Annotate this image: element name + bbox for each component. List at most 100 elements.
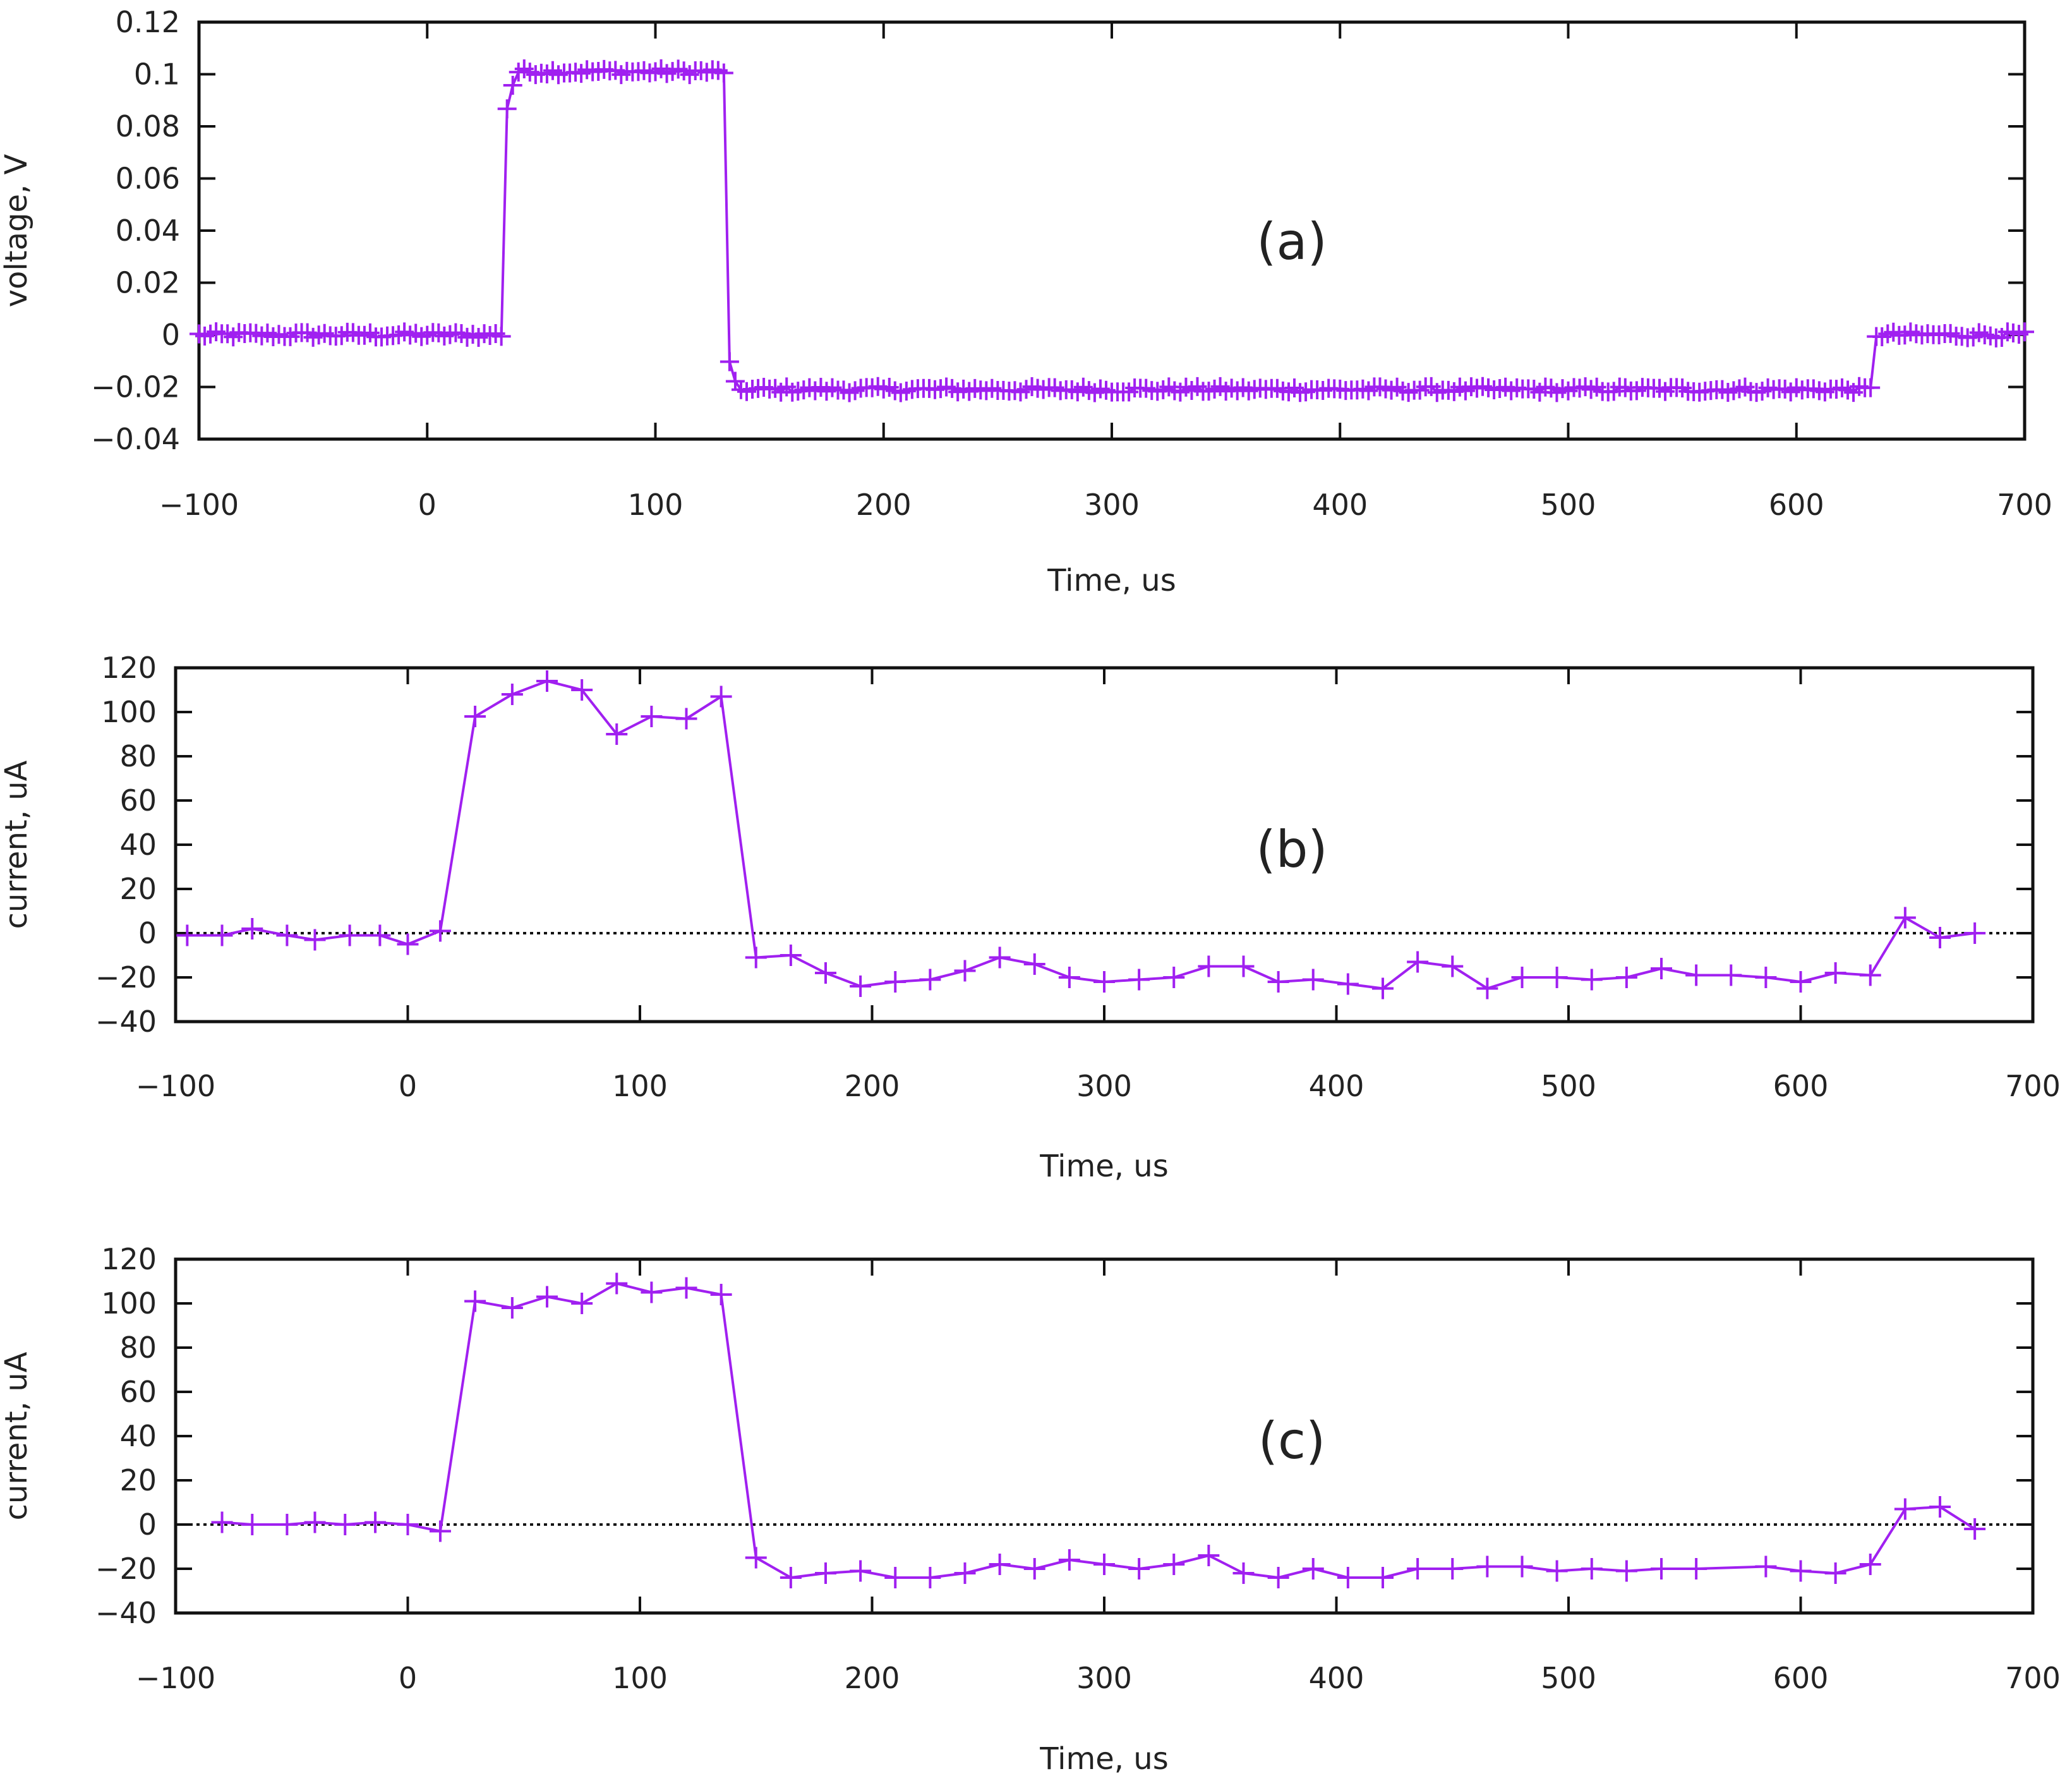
- data-point: [1407, 951, 1429, 973]
- data-point: [491, 327, 511, 346]
- x-tick-label: 600: [1773, 1069, 1829, 1103]
- data-point: [1023, 1558, 1045, 1580]
- data-point: [720, 352, 739, 371]
- x-axis-title: Time, us: [1039, 1741, 1168, 1777]
- data-point: [1894, 907, 1916, 929]
- data-point: [1581, 969, 1603, 991]
- data-point: [850, 1560, 872, 1582]
- data-point: [1337, 1567, 1359, 1588]
- data-point: [815, 1562, 836, 1584]
- data-point: [501, 1297, 523, 1319]
- x-tick-label: 600: [1773, 1661, 1829, 1695]
- data-point: [304, 929, 326, 951]
- data-point: [1476, 1555, 1498, 1578]
- data-point: [397, 933, 419, 955]
- data-point: [714, 63, 733, 83]
- data-point: [745, 1547, 767, 1569]
- data-point: [276, 924, 298, 946]
- data-point: [989, 946, 1011, 969]
- data-point: [1894, 1498, 1916, 1520]
- data-point: [429, 1520, 451, 1542]
- data-point: [241, 1514, 263, 1535]
- y-axis-title: current, uA: [0, 1351, 34, 1520]
- x-tick-label: 700: [1997, 488, 2052, 522]
- data-point: [339, 924, 361, 946]
- data-point: [1128, 1558, 1150, 1580]
- data-point: [745, 946, 767, 969]
- data-point: [211, 924, 233, 946]
- series-line: [198, 67, 2025, 394]
- y-tick-label: 0.12: [116, 5, 180, 39]
- y-tick-label: 20: [119, 872, 157, 906]
- x-tick-label: 600: [1769, 488, 1824, 522]
- y-tick-label: 20: [119, 1463, 157, 1497]
- data-point: [1302, 1558, 1324, 1580]
- data-point: [1651, 958, 1672, 979]
- data-point: [2015, 322, 2034, 342]
- data-point: [1581, 1558, 1603, 1580]
- data-point: [780, 945, 802, 966]
- data-point: [1929, 1496, 1951, 1518]
- data-point: [501, 684, 523, 705]
- data-point: [1337, 973, 1359, 995]
- x-tick-label: 300: [1076, 1069, 1132, 1103]
- data-point: [1372, 1567, 1394, 1588]
- data-point: [1267, 1567, 1289, 1588]
- x-tick-label: 200: [856, 488, 912, 522]
- y-tick-label: 100: [101, 1286, 157, 1320]
- data-point: [1093, 971, 1115, 993]
- x-tick-label: 0: [418, 488, 437, 522]
- data-point: [606, 1272, 628, 1295]
- panel-label: (c): [1258, 1411, 1325, 1470]
- y-tick-label: 60: [119, 783, 157, 818]
- data-point: [1267, 971, 1289, 993]
- y-axis-title: current, uA: [0, 760, 34, 929]
- x-tick-label: 400: [1309, 1069, 1364, 1103]
- data-point: [1859, 1554, 1881, 1575]
- data-point: [1198, 955, 1220, 977]
- panel-label: (a): [1256, 212, 1327, 271]
- data-point: [850, 976, 872, 997]
- data-point: [1372, 977, 1394, 1000]
- data-point: [954, 1562, 976, 1584]
- y-tick-label: 120: [101, 651, 157, 685]
- y-tick-label: 0: [138, 1507, 157, 1542]
- y-tick-label: −20: [95, 1552, 157, 1586]
- y-tick-label: 60: [119, 1375, 157, 1409]
- x-tick-label: 0: [399, 1661, 417, 1695]
- y-tick-label: 40: [119, 828, 157, 862]
- y-tick-label: 80: [119, 1331, 157, 1365]
- y-tick-label: 0.08: [116, 109, 180, 143]
- data-point: [1198, 1545, 1220, 1566]
- y-tick-label: −40: [95, 1596, 157, 1630]
- y-tick-label: 0.1: [134, 57, 180, 92]
- panel-b: −100 0 100 200 300 400 500 600 700 −40 −20 0 20 40 60 8…: [0, 651, 2061, 1184]
- data-point: [1023, 953, 1045, 975]
- x-tick-label: 100: [612, 1069, 668, 1103]
- x-tick-label: 400: [1309, 1661, 1364, 1695]
- panel-c: −100 0 100 200 300 400 500 600 700 −40 −20 0 20 40 60 8…: [0, 1242, 2061, 1777]
- y-tick-label: −40: [95, 1005, 157, 1039]
- data-point: [364, 1511, 387, 1533]
- x-tick-label: 500: [1541, 488, 1596, 522]
- data-point: [497, 99, 517, 119]
- data-point: [989, 1554, 1011, 1575]
- data-point: [1790, 971, 1812, 993]
- y-tick-label: 0: [162, 318, 180, 352]
- y-tick-label: −20: [95, 960, 157, 994]
- data-point: [1442, 955, 1464, 977]
- x-tick-label: 200: [845, 1661, 900, 1695]
- x-tick-label: 300: [1084, 488, 1140, 522]
- x-tick-label: 400: [1312, 488, 1368, 522]
- y-axis-title: voltage, V: [0, 154, 34, 307]
- y-tick-label: 120: [101, 1242, 157, 1276]
- series-line: [187, 680, 1975, 990]
- x-tick-label: 100: [628, 488, 684, 522]
- data-point: [606, 723, 628, 745]
- x-tick-label: 0: [399, 1069, 417, 1103]
- data-point: [1824, 962, 1846, 984]
- y-tick-label: 40: [119, 1419, 157, 1453]
- data-point: [884, 1567, 906, 1588]
- data-point: [1755, 1555, 1777, 1578]
- data-point: [1442, 1558, 1464, 1580]
